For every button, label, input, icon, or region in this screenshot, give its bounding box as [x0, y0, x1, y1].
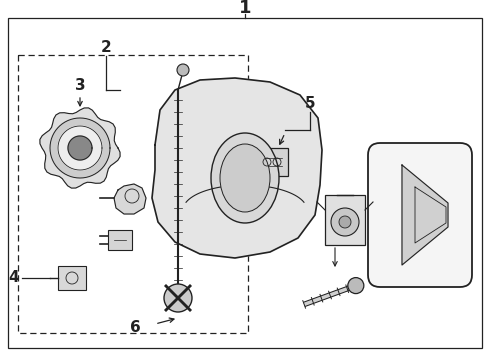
Text: 2: 2 — [100, 40, 111, 55]
Circle shape — [331, 208, 359, 236]
Polygon shape — [68, 136, 92, 160]
Polygon shape — [40, 108, 120, 188]
Bar — [18, 55, 248, 333]
Polygon shape — [152, 78, 322, 258]
Bar — [256, 148, 288, 176]
Bar — [325, 195, 365, 245]
Text: 4: 4 — [9, 270, 19, 285]
FancyBboxPatch shape — [368, 143, 472, 287]
Bar — [108, 230, 132, 250]
Text: 6: 6 — [130, 320, 140, 336]
Bar — [58, 266, 86, 290]
Circle shape — [177, 64, 189, 76]
Polygon shape — [402, 165, 448, 265]
Text: 5: 5 — [305, 95, 315, 111]
Circle shape — [339, 216, 351, 228]
Polygon shape — [114, 184, 146, 214]
Polygon shape — [50, 118, 110, 178]
Circle shape — [348, 278, 364, 294]
Circle shape — [164, 284, 192, 312]
Ellipse shape — [211, 133, 279, 223]
Text: 1: 1 — [239, 0, 251, 17]
Text: 3: 3 — [74, 77, 85, 93]
Ellipse shape — [220, 144, 270, 212]
Polygon shape — [58, 126, 102, 170]
